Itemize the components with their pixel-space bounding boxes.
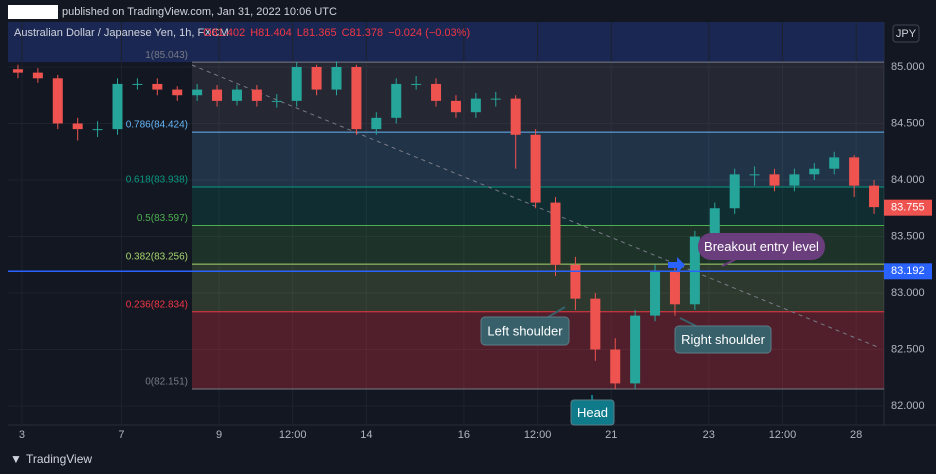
callout-box bbox=[698, 233, 825, 260]
candle-body bbox=[231, 89, 242, 101]
candle-body bbox=[192, 89, 203, 96]
candle-body bbox=[689, 236, 700, 305]
candle-body bbox=[590, 298, 601, 350]
y-tick-label: 83.500 bbox=[891, 230, 925, 242]
ohlc-value: O81.402 bbox=[203, 27, 245, 39]
x-tick-label: 12:00 bbox=[769, 429, 797, 441]
candle-body bbox=[530, 134, 541, 203]
x-tick-label: 21 bbox=[605, 429, 617, 441]
price-line-box bbox=[884, 263, 932, 280]
ohlc-value: H81.404 bbox=[250, 27, 292, 39]
x-tick-label: 12:00 bbox=[279, 429, 307, 441]
candle-body bbox=[849, 157, 860, 186]
y-tick-label: 85.000 bbox=[891, 61, 925, 73]
fib-label: 0.382(83.256) bbox=[126, 252, 188, 263]
price-line-label: 83.192 bbox=[891, 265, 925, 277]
symbol: Australian Dollar / Japanese Yen, 1h, FX… bbox=[14, 27, 229, 39]
ohlc-value: C81.378 bbox=[342, 27, 384, 39]
fib-label: 1(85.043) bbox=[145, 50, 188, 61]
candle-body bbox=[809, 168, 820, 175]
candle-body bbox=[351, 66, 362, 130]
callout-box bbox=[480, 316, 570, 346]
x-tick-label: 23 bbox=[703, 429, 715, 441]
candle-body bbox=[212, 89, 223, 101]
x-tick-label: 14 bbox=[360, 429, 372, 441]
callout-box bbox=[674, 325, 772, 354]
candle-body bbox=[411, 83, 422, 85]
breakout-arrow bbox=[668, 257, 685, 273]
candle-body bbox=[92, 129, 103, 131]
candle-body bbox=[709, 208, 720, 237]
x-tick-label: 9 bbox=[216, 429, 222, 441]
redacted-box bbox=[8, 5, 58, 19]
candle-body bbox=[749, 174, 760, 176]
candle-body bbox=[869, 185, 880, 208]
candle-body bbox=[729, 174, 740, 209]
candle-body bbox=[391, 83, 402, 118]
x-tick-label: 12:00 bbox=[524, 429, 552, 441]
last-price-label: 83.755 bbox=[891, 202, 925, 214]
candle-body bbox=[271, 100, 282, 102]
candle-body bbox=[829, 157, 840, 169]
candle-body bbox=[769, 174, 780, 186]
y-tick-label: 83.000 bbox=[891, 287, 925, 299]
y-tick-label: 82.500 bbox=[891, 343, 925, 355]
candle-body bbox=[152, 83, 163, 90]
callout-text: Left shoulder bbox=[487, 323, 563, 338]
callout-text: Breakout entry level bbox=[704, 239, 819, 254]
candle-body bbox=[112, 83, 123, 130]
x-tick-label: 16 bbox=[458, 429, 470, 441]
ohlc-value: −0.024 (−0.03%) bbox=[388, 27, 470, 39]
candle-body bbox=[630, 315, 641, 384]
candle-body bbox=[490, 98, 501, 100]
candle-body bbox=[72, 123, 83, 130]
candle-body bbox=[331, 66, 342, 90]
fib-label: 0.5(83.597) bbox=[137, 213, 188, 224]
y-tick-label: 84.500 bbox=[891, 117, 925, 129]
candle-body bbox=[251, 89, 262, 101]
candle-body bbox=[450, 100, 461, 113]
candle-body bbox=[172, 89, 183, 96]
callout-text: Head bbox=[577, 405, 608, 420]
upper-region bbox=[8, 22, 884, 63]
y-tick-label: 84.000 bbox=[891, 174, 925, 186]
candle-body bbox=[371, 117, 382, 130]
ohlc-value: L81.365 bbox=[297, 27, 337, 39]
currency-box bbox=[892, 24, 920, 43]
candle-body bbox=[470, 98, 481, 113]
callout-box bbox=[570, 399, 615, 426]
x-tick-label: 7 bbox=[118, 429, 124, 441]
candle-body bbox=[12, 69, 23, 73]
candle-body bbox=[291, 66, 302, 101]
header: published on TradingView.com, Jan 31, 20… bbox=[62, 6, 337, 18]
fib-label: 0.236(82.834) bbox=[126, 299, 188, 310]
fib-band bbox=[192, 62, 884, 133]
x-tick-label: 28 bbox=[850, 429, 862, 441]
candle-body bbox=[570, 264, 581, 299]
brand[interactable]: TradingView bbox=[26, 452, 92, 466]
candle-body bbox=[510, 98, 521, 135]
x-tick-label: 3 bbox=[19, 429, 25, 441]
last-price-box bbox=[884, 199, 932, 216]
logo-mark: ▼ bbox=[10, 452, 22, 466]
candle-body bbox=[789, 174, 800, 186]
fib-label: 0.618(83.938) bbox=[126, 175, 188, 186]
candle-body bbox=[550, 202, 561, 265]
candle-body bbox=[32, 72, 43, 79]
candle-body bbox=[52, 78, 63, 124]
y-tick-label: 82.000 bbox=[891, 400, 925, 412]
candle-body bbox=[650, 270, 661, 316]
fib-label: 0.786(84.424) bbox=[126, 120, 188, 131]
callout-text: Right shoulder bbox=[681, 332, 765, 347]
candle-body bbox=[311, 66, 322, 90]
fib-label: 0(82.151) bbox=[145, 377, 188, 388]
currency: JPY bbox=[896, 28, 917, 40]
candle-body bbox=[132, 83, 143, 85]
candle-body bbox=[431, 83, 442, 101]
candle-body bbox=[610, 349, 621, 384]
candle-body bbox=[669, 270, 680, 305]
